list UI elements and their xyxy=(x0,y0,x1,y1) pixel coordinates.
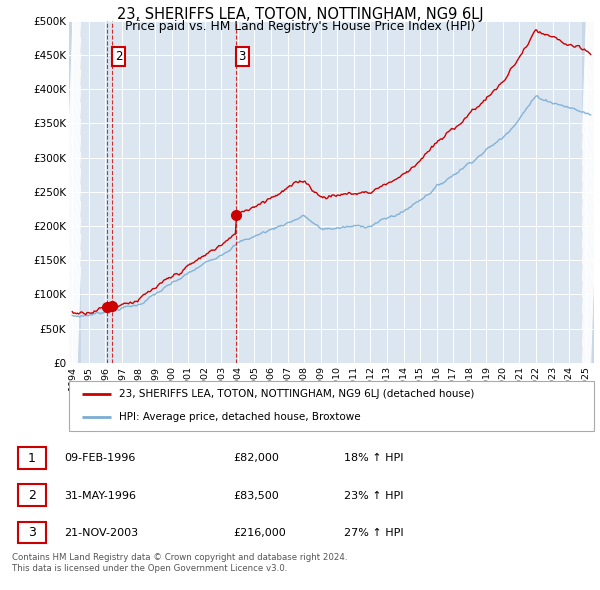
Text: £216,000: £216,000 xyxy=(233,528,286,538)
Text: £83,500: £83,500 xyxy=(233,491,279,500)
Bar xyxy=(18,522,46,543)
Text: 1: 1 xyxy=(28,452,36,465)
Bar xyxy=(18,447,46,468)
Text: 23, SHERIFFS LEA, TOTON, NOTTINGHAM, NG9 6LJ (detached house): 23, SHERIFFS LEA, TOTON, NOTTINGHAM, NG9… xyxy=(119,389,474,399)
Text: 23% ↑ HPI: 23% ↑ HPI xyxy=(344,491,403,500)
Bar xyxy=(69,21,80,363)
Text: HPI: Average price, detached house, Broxtowe: HPI: Average price, detached house, Brox… xyxy=(119,412,361,422)
Text: £82,000: £82,000 xyxy=(233,453,279,463)
Bar xyxy=(18,484,46,506)
Text: 27% ↑ HPI: 27% ↑ HPI xyxy=(344,528,403,538)
Text: 2: 2 xyxy=(115,50,122,63)
Text: 31-MAY-1996: 31-MAY-1996 xyxy=(64,491,136,500)
Text: 2: 2 xyxy=(28,489,36,502)
Text: Contains HM Land Registry data © Crown copyright and database right 2024.
This d: Contains HM Land Registry data © Crown c… xyxy=(12,553,347,573)
Text: 3: 3 xyxy=(239,50,246,63)
Text: 23, SHERIFFS LEA, TOTON, NOTTINGHAM, NG9 6LJ: 23, SHERIFFS LEA, TOTON, NOTTINGHAM, NG9… xyxy=(116,7,484,22)
Text: 21-NOV-2003: 21-NOV-2003 xyxy=(64,528,139,538)
Bar xyxy=(583,21,594,363)
Text: 3: 3 xyxy=(28,526,36,539)
Text: 18% ↑ HPI: 18% ↑ HPI xyxy=(344,453,403,463)
Text: Price paid vs. HM Land Registry's House Price Index (HPI): Price paid vs. HM Land Registry's House … xyxy=(125,20,475,33)
Text: 09-FEB-1996: 09-FEB-1996 xyxy=(64,453,136,463)
